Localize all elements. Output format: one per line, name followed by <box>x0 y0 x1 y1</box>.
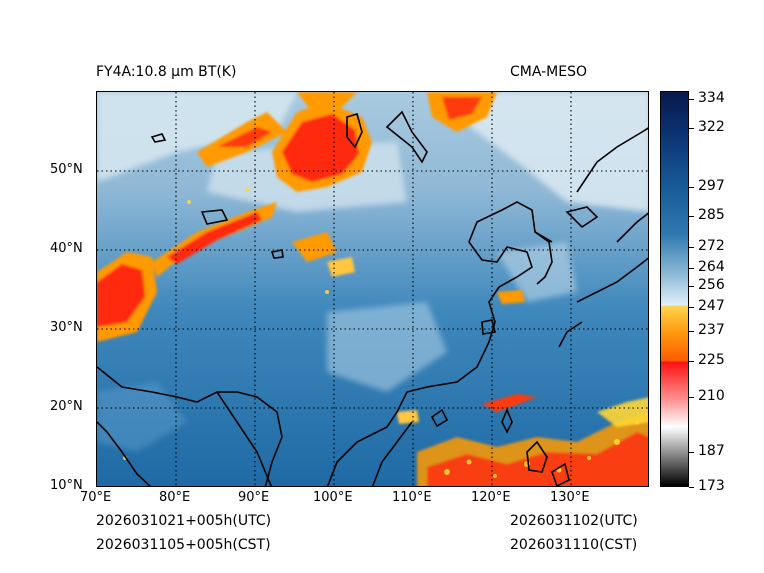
map-svg <box>97 92 648 486</box>
colorbar-tick-label: 256 <box>698 277 725 293</box>
colorbar-tick-label: 297 <box>698 178 725 194</box>
colorbar-tick-mark <box>689 486 694 488</box>
lon-label-70E: 70°E <box>80 490 112 505</box>
colorbar-tick-label: 225 <box>698 352 725 368</box>
colorbar-tick-label: 334 <box>698 90 725 106</box>
satellite-map <box>96 91 649 487</box>
lon-label-90E: 90°E <box>238 490 270 505</box>
colorbar-tick-mark <box>689 306 694 308</box>
colorbar-tick-mark <box>689 285 694 287</box>
lon-label-110E: 110°E <box>392 490 432 505</box>
colorbar-tick-label: 322 <box>698 119 725 135</box>
colorbar-tick-mark <box>689 215 694 217</box>
init-time-utc: 2026031021+005h(UTC) <box>96 513 272 529</box>
lon-label-120E: 120°E <box>471 490 511 505</box>
colorbar-tick-mark <box>689 186 694 188</box>
colorbar <box>660 91 689 487</box>
colorbar-tick-mark <box>689 330 694 332</box>
colorbar-tick-label: 264 <box>698 259 725 275</box>
title-right: CMA-MESO <box>510 64 588 80</box>
colorbar-tick-label: 237 <box>698 322 725 338</box>
colorbar-tick-mark <box>689 98 694 100</box>
lat-label-10N: 10°N <box>50 478 83 493</box>
colorbar-gradient <box>661 92 688 486</box>
lon-label-130E: 130°E <box>550 490 590 505</box>
lat-label-50N: 50°N <box>50 162 83 177</box>
title-left: FY4A:10.8 µm BT(K) <box>96 64 237 80</box>
colorbar-tick-mark <box>689 451 694 453</box>
valid-time-utc: 2026031102(UTC) <box>510 513 638 529</box>
lat-label-20N: 20°N <box>50 399 83 414</box>
colorbar-tick-label: 210 <box>698 388 725 404</box>
colorbar-tick-mark <box>689 360 694 362</box>
lon-label-100E: 100°E <box>313 490 353 505</box>
colorbar-tick-mark <box>689 246 694 248</box>
colorbar-tick-mark <box>689 396 694 398</box>
coastlines <box>97 110 648 486</box>
colorbar-tick-mark <box>689 127 694 129</box>
colorbar-tick-label: 187 <box>698 443 725 459</box>
colorbar-tick-label: 285 <box>698 207 725 223</box>
colorbar-tick-mark <box>689 267 694 269</box>
colorbar-tick-label: 247 <box>698 298 725 314</box>
graticule <box>97 92 648 486</box>
lon-label-80E: 80°E <box>159 490 191 505</box>
init-time-cst: 2026031105+005h(CST) <box>96 537 271 553</box>
lat-label-30N: 30°N <box>50 320 83 335</box>
colorbar-tick-label: 173 <box>698 478 725 494</box>
colorbar-tick-label: 272 <box>698 238 725 254</box>
light-cloud-areas <box>97 92 648 452</box>
lat-label-40N: 40°N <box>50 241 83 256</box>
valid-time-cst: 2026031110(CST) <box>510 537 638 553</box>
